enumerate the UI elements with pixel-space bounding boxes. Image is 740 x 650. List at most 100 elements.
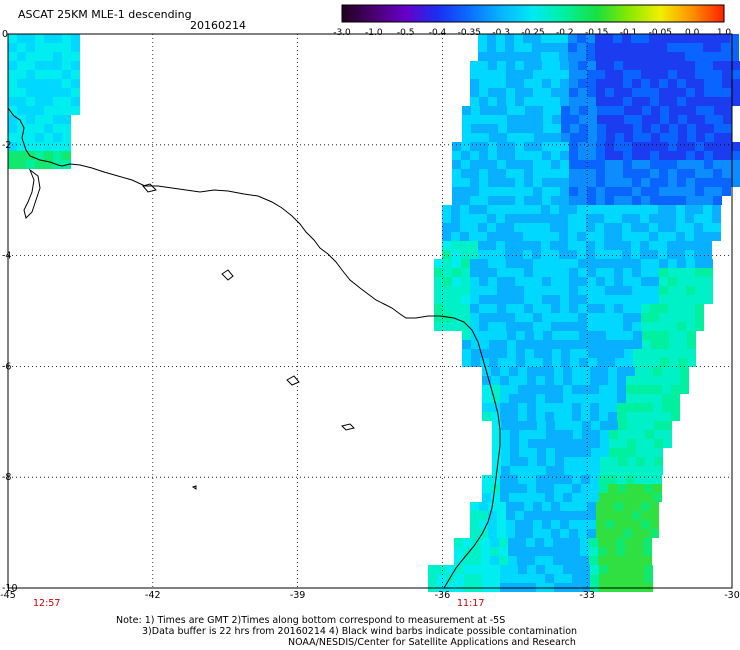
swath-cell	[543, 115, 552, 124]
swath-cell	[434, 304, 443, 313]
swath-cell	[604, 250, 613, 259]
swath-cell	[554, 574, 563, 583]
swath-cell	[599, 394, 608, 403]
swath-cell	[469, 232, 478, 241]
swath-cell	[587, 268, 596, 277]
swath-cell	[562, 538, 571, 547]
swath-cell	[524, 61, 533, 70]
swath-cell	[596, 151, 605, 160]
swath-cell	[555, 448, 564, 457]
swath-cell	[478, 43, 487, 52]
swath-cell	[634, 547, 643, 556]
swath-cell	[677, 322, 686, 331]
swath-cell	[552, 106, 561, 115]
swath-cell	[470, 502, 479, 511]
swath-cell	[712, 52, 721, 61]
swath-cell	[514, 241, 523, 250]
swath-cell	[17, 106, 26, 115]
swath-cell	[632, 151, 641, 160]
swath-cell	[581, 367, 590, 376]
swath-cell	[527, 475, 536, 484]
swath-cell	[608, 385, 617, 394]
swath-cell	[642, 106, 651, 115]
swath-cell	[500, 394, 509, 403]
swath-cell	[641, 178, 650, 187]
swath-cell	[492, 430, 501, 439]
swath-cell	[470, 286, 479, 295]
swath-cell	[506, 61, 515, 70]
swath-cell	[571, 556, 580, 565]
swath-cell	[668, 286, 677, 295]
swath-cell	[545, 484, 554, 493]
swath-cell	[650, 259, 659, 268]
swath-cell	[452, 142, 461, 151]
swath-cell	[470, 61, 479, 70]
swath-cell	[633, 358, 642, 367]
swath-cell	[536, 574, 545, 583]
swath-cell	[479, 277, 488, 286]
swath-cell	[587, 529, 596, 538]
swath-cell	[596, 511, 605, 520]
swath-cell	[537, 430, 546, 439]
swath-cell	[650, 160, 659, 169]
swath-cell	[658, 34, 667, 43]
swath-cell	[653, 385, 662, 394]
swath-cell	[605, 160, 614, 169]
swath-cell	[509, 385, 518, 394]
swath-cell	[452, 313, 461, 322]
swath-cell	[631, 43, 640, 52]
swath-cell	[506, 259, 515, 268]
swath-cell	[667, 214, 676, 223]
swath-cell	[510, 421, 519, 430]
swath-cell	[642, 358, 651, 367]
swath-cell	[641, 61, 650, 70]
swath-cell	[712, 214, 721, 223]
swath-cell	[553, 538, 562, 547]
swath-cell	[651, 358, 660, 367]
swath-cell	[509, 565, 518, 574]
swath-cell	[617, 403, 626, 412]
swath-cell	[542, 196, 551, 205]
swath-cell	[623, 160, 632, 169]
swath-cell	[482, 493, 491, 502]
swath-cell	[626, 484, 635, 493]
swath-cell	[626, 403, 635, 412]
swath-cell	[473, 574, 482, 583]
swath-cell	[551, 322, 560, 331]
swath-cell	[597, 124, 606, 133]
swath-cell	[542, 88, 551, 97]
swath-cell	[568, 52, 577, 61]
swath-cell	[650, 304, 659, 313]
swath-cell	[515, 304, 524, 313]
swath-cell	[572, 412, 581, 421]
swath-cell	[600, 439, 609, 448]
swath-cell	[713, 169, 722, 178]
swath-cell	[695, 88, 704, 97]
swath-cell	[8, 97, 17, 106]
swath-cell	[578, 70, 587, 79]
swath-cell	[514, 205, 523, 214]
swath-cell	[523, 232, 532, 241]
swath-cell	[609, 421, 618, 430]
swath-cell	[470, 277, 479, 286]
swath-cell	[533, 259, 542, 268]
swath-cell	[17, 142, 26, 151]
swath-cell	[481, 556, 490, 565]
swath-cell	[686, 79, 695, 88]
x-tick-label: -42	[145, 590, 161, 601]
swath-cell	[460, 250, 469, 259]
swath-cell	[491, 493, 500, 502]
swath-cell	[489, 133, 498, 142]
swath-cell	[573, 457, 582, 466]
swath-cell	[496, 34, 505, 43]
swath-cell	[551, 259, 560, 268]
swath-cell	[722, 169, 731, 178]
swath-cell	[622, 241, 631, 250]
swath-cell	[659, 286, 668, 295]
swath-cell	[599, 574, 608, 583]
swath-cell	[608, 574, 617, 583]
swath-cell	[533, 511, 542, 520]
swath-cell	[35, 133, 44, 142]
swath-cell	[497, 142, 506, 151]
swath-cell	[677, 151, 686, 160]
